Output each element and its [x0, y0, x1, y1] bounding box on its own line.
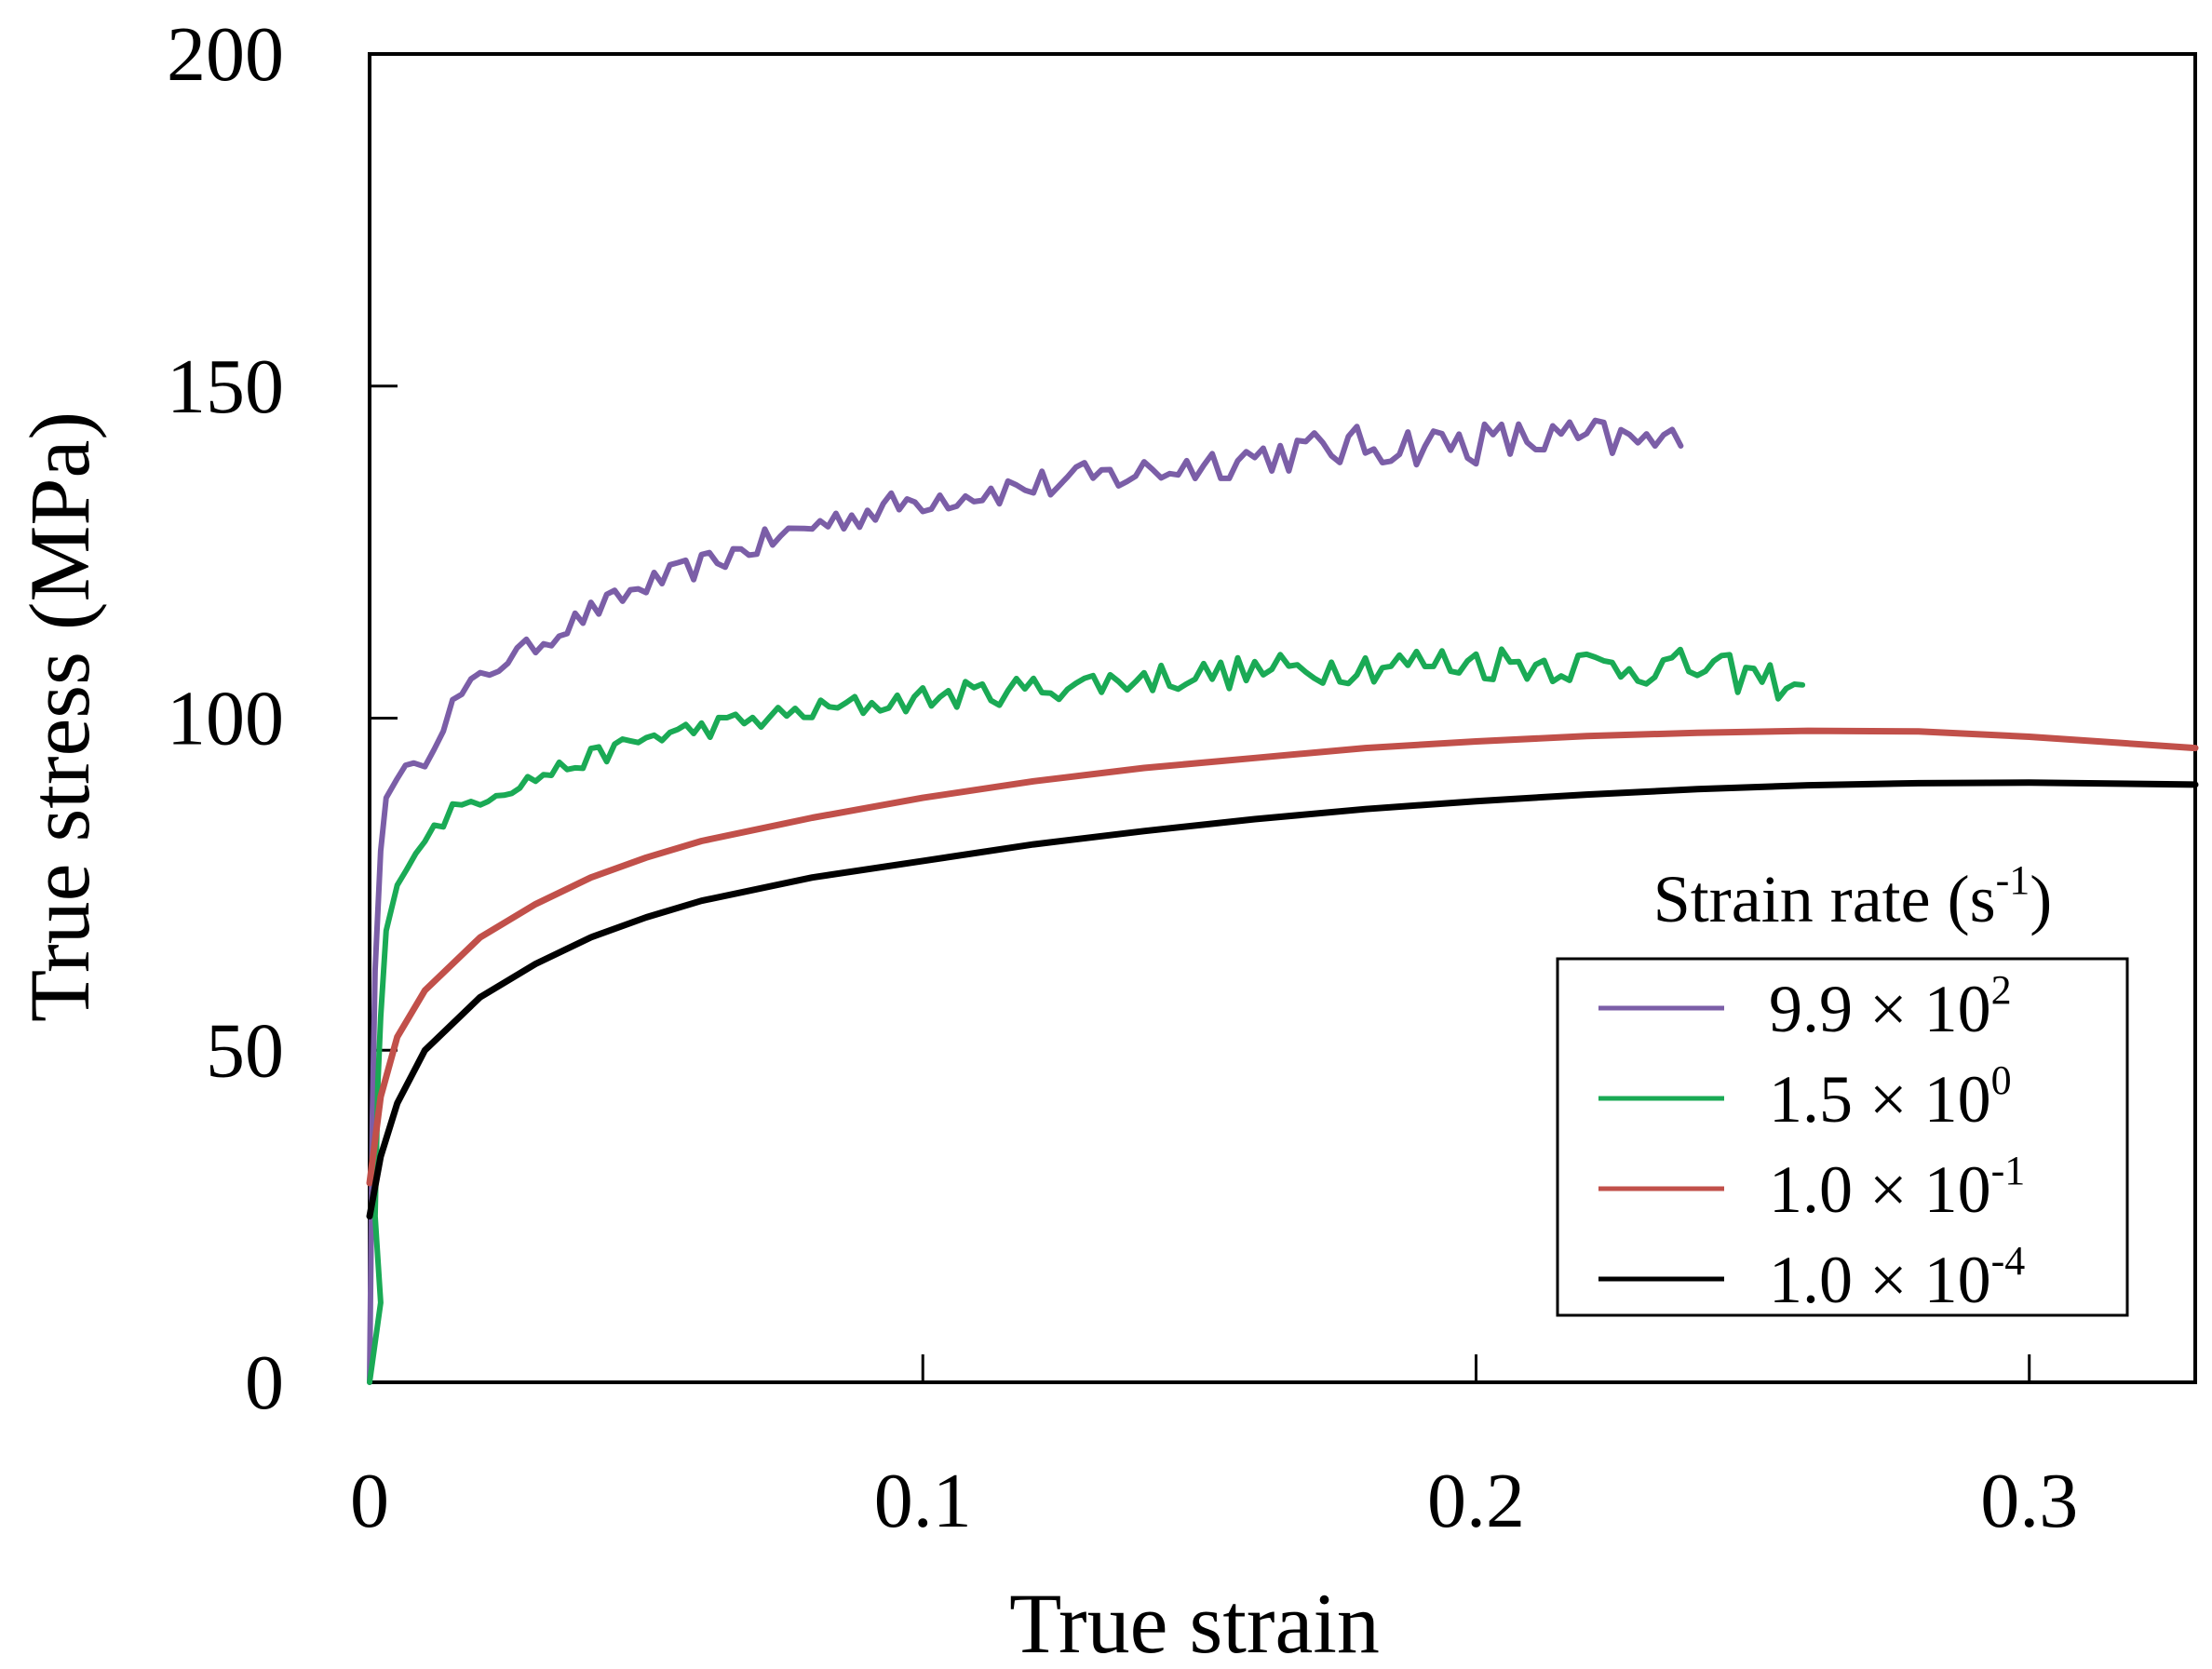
legend-label-4: 1.0 × 10-4: [1769, 1238, 2025, 1317]
legend-title-main: Strain rate (s: [1653, 862, 1996, 936]
legend-label-1: 9.9 × 102: [1769, 967, 2012, 1046]
legend-title-exponent: -1: [1996, 857, 2030, 903]
legend-label-base: 1.0 × 10: [1769, 1152, 1991, 1227]
legend-label-exponent: 2: [1991, 967, 2012, 1013]
y-tick-label: 150: [167, 343, 284, 430]
y-axis: 0 50 100 150 200: [167, 11, 398, 1426]
x-tick-label: 0: [350, 1458, 389, 1544]
legend-label-exponent: -1: [1991, 1148, 2026, 1193]
legend-label-base: 1.5 × 10: [1769, 1062, 1991, 1137]
series-line-2: [367, 646, 1806, 1385]
x-tick-label: 0.3: [1980, 1458, 2078, 1544]
legend-label-exponent: 0: [1991, 1057, 2012, 1103]
x-axis: 0 0.1 0.2 0.3: [350, 1354, 2078, 1544]
series-line-4: [366, 779, 2199, 1220]
series-line-3: [366, 727, 2199, 1187]
legend-label-base: 9.9 × 10: [1769, 972, 1991, 1046]
x-tick-label: 0.2: [1427, 1458, 1525, 1544]
legend-label-3: 1.0 × 10-1: [1769, 1148, 2025, 1227]
y-tick-label: 0: [245, 1339, 284, 1426]
legend-title: Strain rate (s-1): [1653, 857, 2053, 936]
legend-label-2: 1.5 × 100: [1769, 1057, 2012, 1137]
y-tick-label: 200: [167, 11, 284, 98]
y-tick-label: 100: [167, 676, 284, 762]
legend-label-exponent: -4: [1991, 1238, 2026, 1284]
legend-label-base: 1.0 × 10: [1769, 1243, 1991, 1317]
series-line-1: [367, 417, 1684, 1385]
series-layer: [366, 417, 2199, 1385]
legend-box: [1556, 957, 2129, 1317]
x-axis-title: True strain: [1009, 1576, 1380, 1669]
x-tick-label: 0.1: [874, 1458, 972, 1544]
legend-title-end: ): [2030, 862, 2052, 936]
y-axis-title: True stress (MPa): [12, 411, 107, 1022]
y-tick-label: 50: [206, 1007, 284, 1094]
